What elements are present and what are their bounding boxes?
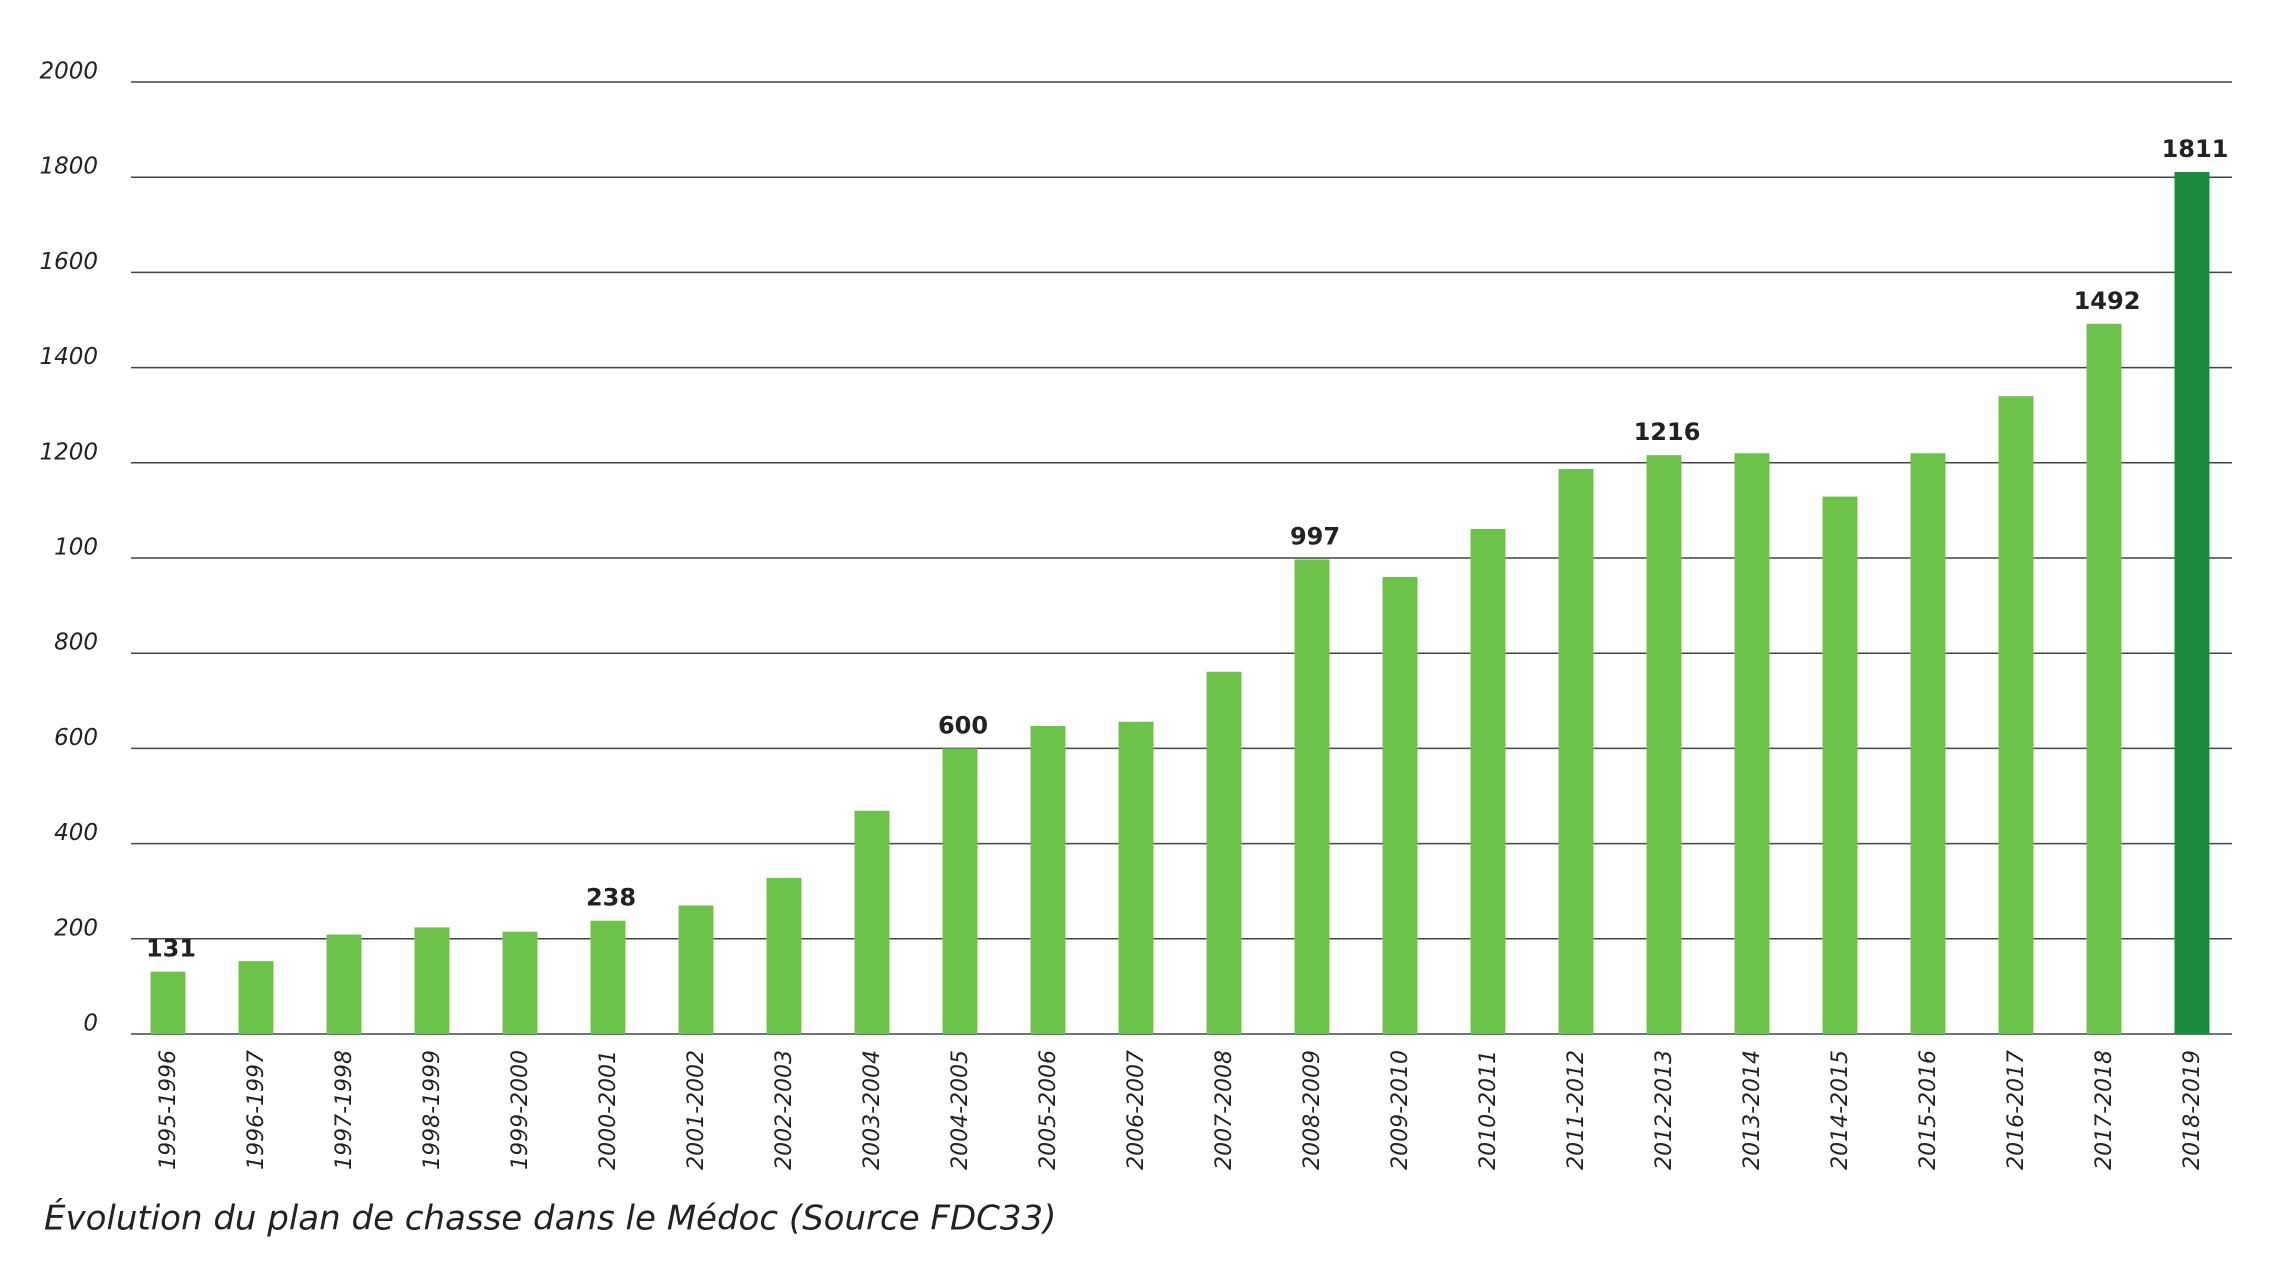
x-tick-label: 2012-2013 [1652,1050,1677,1170]
bar [2086,323,2122,1035]
value-label: 997 [1290,522,1340,550]
y-tick-label: 600 [54,725,98,751]
bar [942,748,978,1034]
y-tick-label: 800 [54,630,98,656]
bar [1382,577,1418,1034]
bar [1294,559,1330,1034]
caption: Évolution du plan de chasse dans le Médo… [44,1198,1056,1239]
x-tick-label: 2017-2018 [2092,1050,2117,1170]
value-label: 238 [586,884,636,912]
bar [1118,721,1154,1034]
value-label: 600 [938,711,988,739]
x-tick-label: 2016-2017 [2004,1050,2029,1170]
x-tick-label: 2015-2016 [1916,1050,1941,1170]
bar [766,877,802,1034]
y-tick-label: 1600 [39,249,98,275]
value-label: 131 [146,935,196,963]
x-tick-label: 2006-2007 [1124,1050,1149,1170]
bar [414,927,450,1034]
y-tick-label: 400 [54,820,98,846]
x-tick-label: 2004-2005 [948,1050,973,1170]
y-tick-label: 100 [54,535,98,561]
y-tick-label: 1200 [39,439,98,465]
bar [1646,455,1682,1035]
x-tick-label: 2011-2012 [1564,1050,1589,1170]
value-label: 1811 [2162,135,2229,163]
x-tick-label: 1995-1996 [156,1050,181,1170]
bar [150,971,186,1034]
value-label: 1216 [1634,418,1701,446]
bar [854,810,890,1034]
y-tick-label: 1400 [39,344,98,370]
x-tick-label: 2014-2015 [1828,1050,1853,1170]
bar [1998,396,2034,1034]
bar [1030,726,1066,1034]
y-tick-label: 0 [83,1011,98,1037]
bar [1470,528,1506,1034]
bar [1822,496,1858,1034]
x-tick-label: 2008-2009 [1300,1050,1325,1170]
y-tick-label: 1800 [39,154,98,180]
x-tick-label: 2010-2011 [1476,1050,1501,1170]
x-tick-label: 2018-2019 [2180,1050,2205,1170]
y-tick-label: 2000 [39,59,98,85]
bar [590,920,626,1034]
x-tick-label: 2009-2010 [1388,1050,1413,1170]
x-tick-label: 2002-2003 [772,1050,797,1170]
bar [238,961,274,1034]
bar [1910,453,1946,1034]
bar [1734,453,1770,1034]
bar [1206,671,1242,1034]
bar [326,934,362,1034]
value-label: 1492 [2074,287,2141,315]
bar [1558,468,1594,1034]
x-tick-label: 2007-2008 [1212,1050,1237,1170]
x-tick-label: 1996-1997 [244,1050,269,1170]
x-tick-label: 2013-2014 [1740,1050,1765,1170]
bar [678,905,714,1034]
x-tick-label: 2005-2006 [1036,1050,1061,1170]
y-tick-label: 200 [54,915,98,941]
x-tick-label: 2003-2004 [860,1050,885,1170]
x-tick-label: 1998-1999 [420,1050,445,1170]
bar [502,931,538,1034]
x-tick-label: 2000-2001 [596,1050,621,1170]
bar [2174,171,2210,1035]
x-tick-label: 2001-2002 [684,1050,709,1170]
x-tick-label: 1997-1998 [332,1050,357,1170]
x-tick-label: 1999-2000 [508,1050,533,1170]
